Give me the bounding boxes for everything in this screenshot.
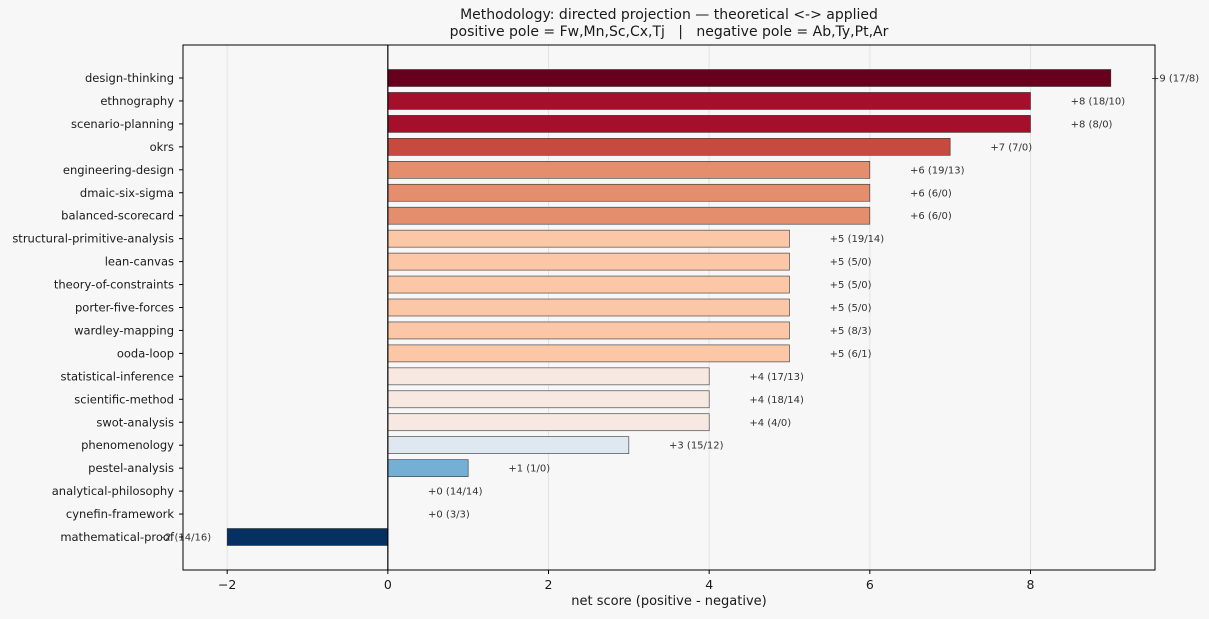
chart-title: Methodology: directed projection — theor… xyxy=(460,7,878,23)
y-tick-label: statistical-inference xyxy=(60,369,174,383)
bar xyxy=(387,321,790,340)
x-tick-label: 2 xyxy=(545,577,553,592)
y-tick-label: structural-primitive-analysis xyxy=(12,232,174,246)
bar xyxy=(387,436,630,455)
data-label: +5 (19/14) xyxy=(830,234,885,245)
data-label: +6 (19/13) xyxy=(910,165,965,176)
x-axis-label: net score (positive - negative) xyxy=(571,594,767,609)
y-tick-label: pestel-analysis xyxy=(88,461,174,475)
data-label: -2 (14/16) xyxy=(161,533,211,544)
bar xyxy=(387,69,1112,87)
bar xyxy=(387,413,710,432)
y-tick-label: analytical-philosophy xyxy=(52,484,174,498)
data-label: +8 (18/10) xyxy=(1071,96,1126,107)
y-tick-label: porter-five-forces xyxy=(75,301,174,315)
data-label: +4 (18/14) xyxy=(749,395,804,406)
y-tick-label: ooda-loop xyxy=(117,346,174,360)
y-tick-label: balanced-scorecard xyxy=(61,209,174,223)
x-tick-label: 0 xyxy=(384,577,392,592)
y-tick-label: design-thinking xyxy=(85,71,174,85)
x-tick-label: 4 xyxy=(705,577,713,592)
bar xyxy=(387,390,710,409)
y-tick-label: ethnography xyxy=(100,94,174,108)
y-tick-label: swot-analysis xyxy=(96,415,174,429)
bar xyxy=(387,183,871,202)
data-label: +5 (8/3) xyxy=(830,326,872,337)
y-tick-label: okrs xyxy=(150,140,174,154)
bar xyxy=(387,298,790,317)
y-tick-label: mathematical-proof xyxy=(60,530,175,544)
bar xyxy=(387,92,1031,110)
y-tick-label: dmaic-six-sigma xyxy=(80,186,174,200)
bar xyxy=(387,367,710,386)
bar xyxy=(387,459,469,477)
chart-subtitle: positive pole = Fw,Mn,Sc,Cx,Tj | negativ… xyxy=(449,24,889,40)
data-label: +5 (6/1) xyxy=(830,349,872,360)
bar xyxy=(387,344,790,363)
y-tick-label: wardley-mapping xyxy=(74,323,174,337)
data-label: +8 (8/0) xyxy=(1071,119,1113,130)
data-label: +6 (6/0) xyxy=(910,188,952,199)
bar xyxy=(387,138,951,156)
y-tick-label: theory-of-constraints xyxy=(54,278,174,292)
y-tick-label: scientific-method xyxy=(74,392,174,406)
data-label: +4 (17/13) xyxy=(749,372,804,383)
data-label: +0 (14/14) xyxy=(428,487,483,498)
y-tick-label: cynefin-framework xyxy=(66,507,174,521)
data-label: +5 (5/0) xyxy=(830,303,872,314)
bar xyxy=(387,161,871,179)
data-label: +1 (1/0) xyxy=(508,464,550,475)
x-tick-label: 6 xyxy=(866,577,874,592)
bar xyxy=(387,115,1031,133)
bar xyxy=(387,275,790,294)
y-tick-label: lean-canvas xyxy=(105,255,174,269)
bar xyxy=(387,206,871,225)
data-label: +6 (6/0) xyxy=(910,211,952,222)
data-label: +3 (15/12) xyxy=(669,441,724,452)
data-label: +4 (4/0) xyxy=(749,418,791,429)
bar xyxy=(387,229,790,248)
y-tick-label: scenario-planning xyxy=(71,117,174,131)
bar xyxy=(226,528,389,546)
data-label: +9 (17/8) xyxy=(1151,74,1199,85)
data-label: +5 (5/0) xyxy=(830,257,872,268)
x-tick-label: 8 xyxy=(1027,577,1035,592)
data-label: +7 (7/0) xyxy=(990,142,1032,153)
bar xyxy=(387,252,790,271)
data-label: +5 (5/0) xyxy=(830,280,872,291)
y-tick-label: engineering-design xyxy=(63,163,174,177)
data-label: +0 (3/3) xyxy=(428,510,470,521)
y-tick-label: phenomenology xyxy=(81,438,174,452)
x-tick-label: −2 xyxy=(218,577,236,592)
